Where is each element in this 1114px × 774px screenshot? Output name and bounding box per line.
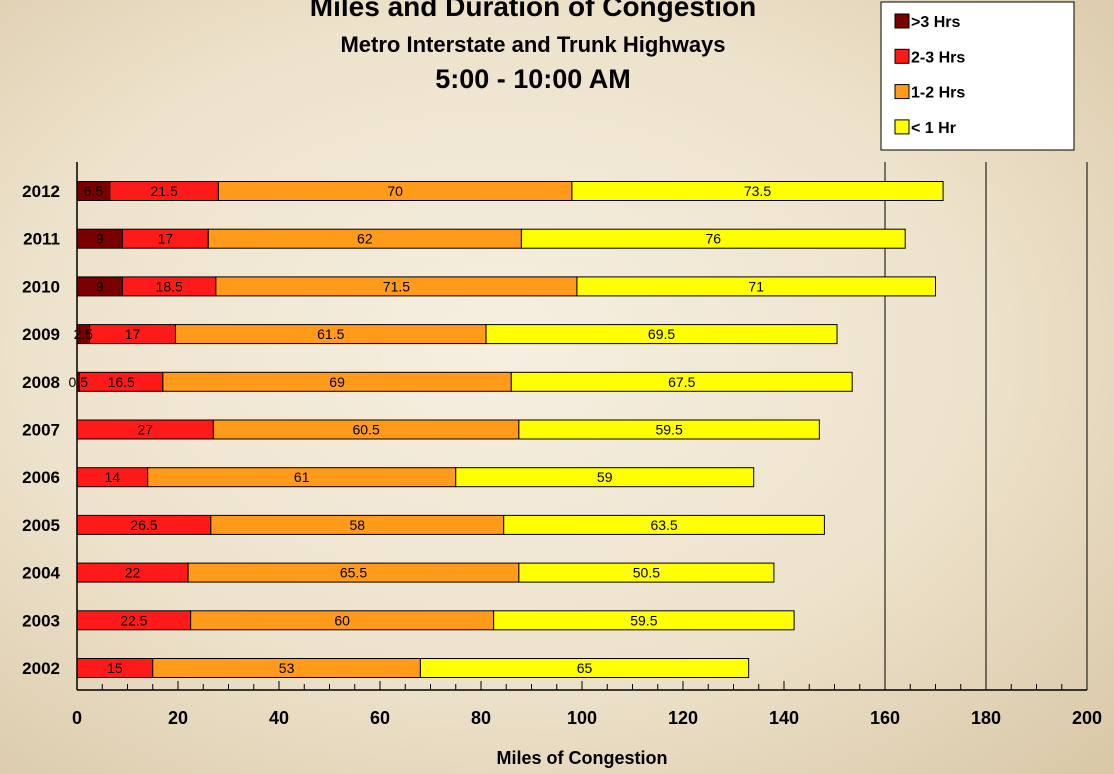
legend-label: < 1 Hr <box>911 120 956 137</box>
y-tick-label: 2010 <box>22 277 60 296</box>
bar-segment <box>518 562 775 583</box>
gridlines <box>884 162 1088 690</box>
data-label: 18.5 <box>156 278 183 294</box>
data-label: 61.5 <box>317 326 344 342</box>
y-tick-label: 2004 <box>22 564 60 583</box>
legend-label: 1-2 Hrs <box>911 85 965 102</box>
y-tick-label: 2009 <box>22 325 60 344</box>
data-label: 59 <box>597 469 613 485</box>
data-label: 65.5 <box>340 565 367 581</box>
legend-label: 2-3 Hrs <box>911 49 965 66</box>
legend-box <box>880 1 1075 151</box>
data-label: 2.5 <box>74 326 94 342</box>
x-tick-label: 180 <box>971 708 1001 728</box>
data-label: 69.5 <box>648 326 675 342</box>
data-label: 14 <box>105 469 121 485</box>
bar-segment <box>510 371 853 392</box>
legend-swatch <box>894 119 910 135</box>
chart-subtitle: Metro Interstate and Trunk Highways <box>340 32 725 57</box>
x-tick-label: 200 <box>1072 708 1102 728</box>
data-label: 9 <box>96 278 104 294</box>
data-label: 59.5 <box>630 612 657 628</box>
data-label: 65 <box>577 660 593 676</box>
data-label: 26.5 <box>130 517 157 533</box>
data-label: 61 <box>294 469 310 485</box>
bar-segment <box>576 276 936 297</box>
data-label: 73.5 <box>744 183 771 199</box>
legend: >3 Hrs 2-3 Hrs 1-2 Hrs < 1 Hr <box>880 1 1075 151</box>
data-label: 22 <box>125 565 141 581</box>
x-tick-label: 0 <box>72 708 82 728</box>
data-labels: 6.5 21.5 70 73.5 9 17 62 76 9 18.5 71.5 71 2.5 17 61.5… <box>69 183 772 676</box>
bar-segment <box>419 658 750 678</box>
y-axis: 2012 2011 2010 2009 2008 2007 2006 2005 2004 2003… <box>22 182 60 678</box>
data-label: 16.5 <box>108 374 135 390</box>
data-label: 58 <box>349 517 365 533</box>
chart-title: Miles and Duration of Congestion <box>310 0 756 22</box>
legend-swatch <box>894 48 910 64</box>
data-label: 50.5 <box>633 565 660 581</box>
data-label: 59.5 <box>655 422 682 438</box>
bar-segment <box>571 181 944 201</box>
data-label: 0.5 <box>69 374 89 390</box>
data-label: 21.5 <box>150 183 177 199</box>
bar-segment <box>455 467 755 488</box>
data-label: 76 <box>706 231 722 247</box>
data-label: 69 <box>329 374 345 390</box>
x-tick-label: 60 <box>370 708 390 728</box>
data-label: 53 <box>279 660 295 676</box>
data-label: 15 <box>107 660 123 676</box>
data-label: 17 <box>125 326 141 342</box>
x-tick-label: 140 <box>769 708 799 728</box>
data-label: 71.5 <box>383 278 410 294</box>
data-label: 60.5 <box>352 422 379 438</box>
y-tick-label: 2006 <box>22 468 60 487</box>
y-tick-label: 2011 <box>23 230 60 249</box>
bar-segment <box>520 228 906 249</box>
data-label: 6.5 <box>84 183 104 199</box>
legend-label: >3 Hrs <box>911 14 960 31</box>
data-label: 17 <box>158 231 174 247</box>
bar-segment <box>493 610 795 631</box>
data-label: 60 <box>334 612 350 628</box>
data-label: 22.5 <box>120 612 147 628</box>
y-tick-label: 2007 <box>22 421 60 440</box>
bars <box>76 181 944 678</box>
x-axis: 0 20 40 60 80 100 120 140 160 180 200 <box>72 162 1102 728</box>
bar-segment <box>518 419 820 440</box>
x-tick-label: 80 <box>471 708 491 728</box>
x-tick-label: 100 <box>567 708 597 728</box>
data-label: 70 <box>387 183 403 199</box>
y-tick-label: 2005 <box>22 516 60 535</box>
data-label: 62 <box>357 231 373 247</box>
time-range: 5:00 - 10:00 AM <box>435 64 631 94</box>
y-tick-label: 2002 <box>22 659 60 678</box>
y-tick-label: 2003 <box>22 611 60 630</box>
data-label: 63.5 <box>650 517 677 533</box>
x-tick-label: 160 <box>870 708 900 728</box>
x-tick-label: 20 <box>168 708 188 728</box>
data-label: 71 <box>748 278 764 294</box>
data-label: 27 <box>137 422 153 438</box>
data-label: 67.5 <box>668 374 695 390</box>
bar-segment <box>485 324 838 345</box>
bar-segment <box>503 514 825 535</box>
y-tick-label: 2012 <box>22 182 60 201</box>
legend-swatch <box>894 13 910 29</box>
x-axis-title: Miles of Congestion <box>497 748 668 768</box>
y-tick-label: 2008 <box>22 373 60 392</box>
x-tick-label: 40 <box>269 708 289 728</box>
data-label: 9 <box>96 231 104 247</box>
legend-swatch <box>894 84 910 100</box>
x-tick-label: 120 <box>668 708 698 728</box>
